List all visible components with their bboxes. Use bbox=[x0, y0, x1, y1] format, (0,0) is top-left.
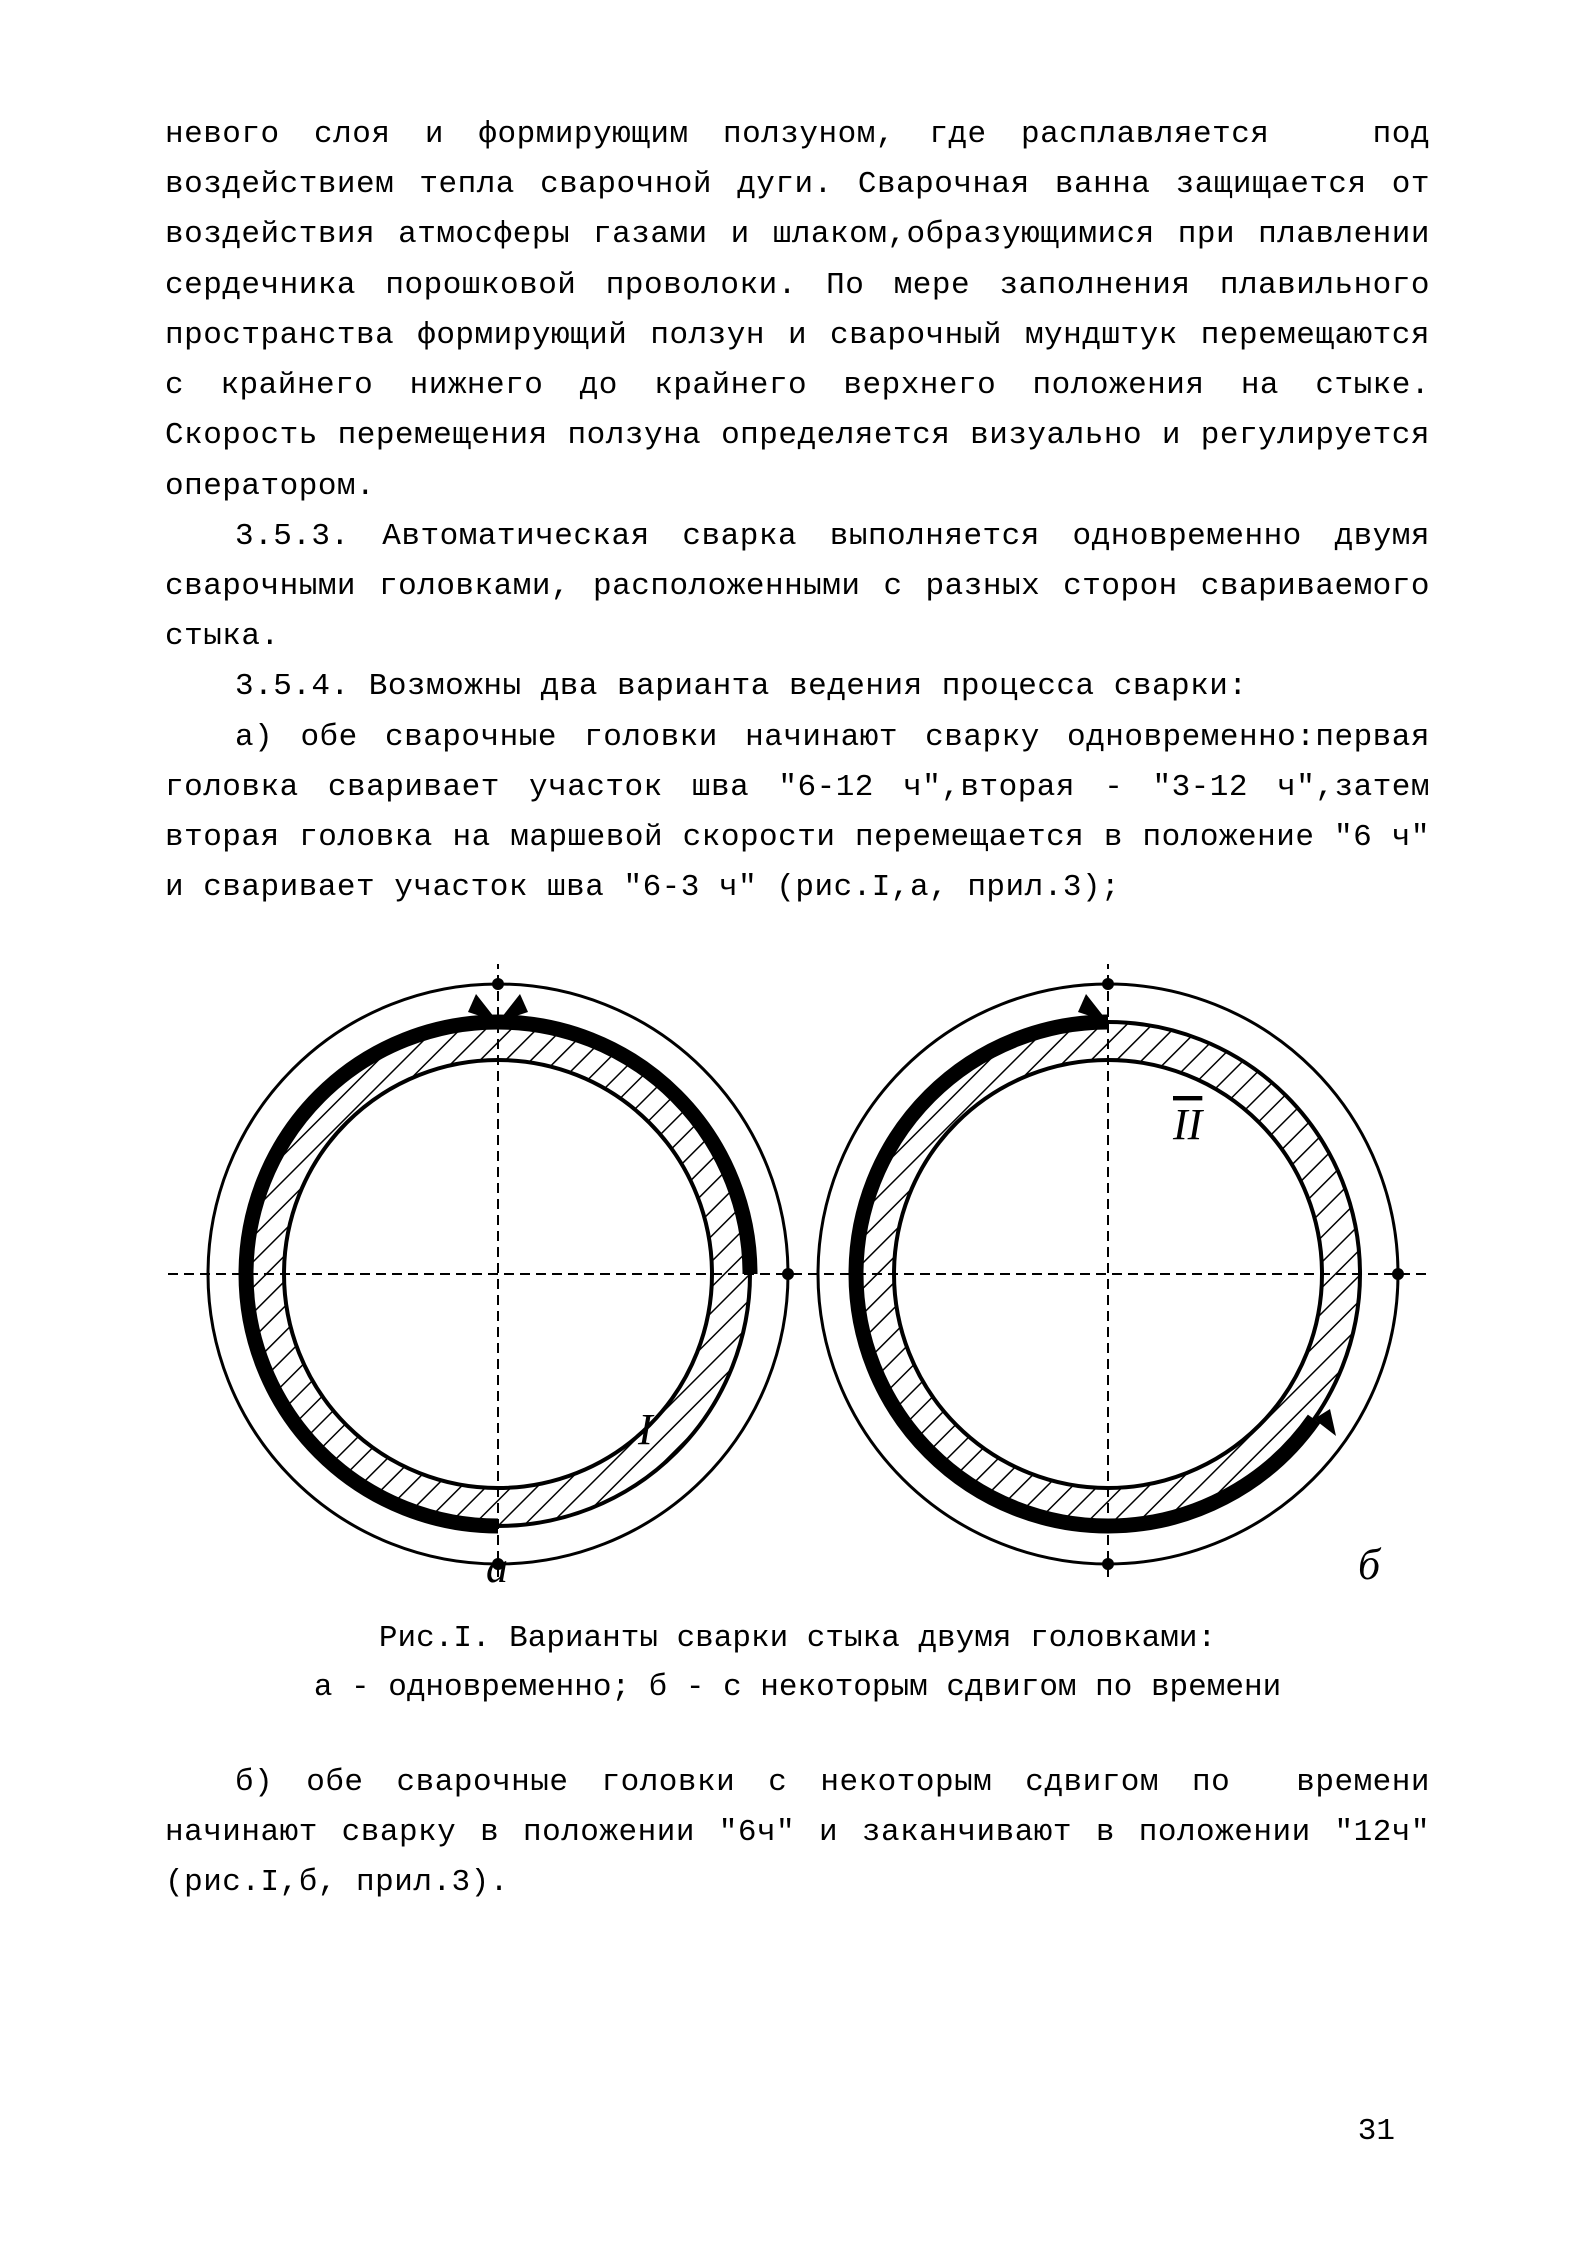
circle-a: I а bbox=[208, 964, 794, 1584]
paragraph-1: невого слоя и формирующим ползуном, где … bbox=[165, 110, 1430, 512]
paragraph-3: 3.5.4. Возможны два варианта ведения про… bbox=[165, 662, 1430, 712]
paragraph-2: 3.5.3. Автоматическая сварка выполняется… bbox=[165, 512, 1430, 663]
page-number: 31 bbox=[1358, 2114, 1395, 2149]
paragraph-5: б) обе сварочные головки с некоторым сдв… bbox=[165, 1758, 1430, 1909]
label-II: II bbox=[1172, 1100, 1205, 1149]
figure-container: I а bbox=[165, 964, 1430, 1584]
figure-caption: Рис.I. Варианты сварки стыка двумя голов… bbox=[165, 1614, 1430, 1713]
paragraph-4: а) обе сварочные головки начинают сварку… bbox=[165, 713, 1430, 914]
welding-diagram: I а bbox=[168, 964, 1428, 1584]
caption-line-2: а - одновременно; б - с некоторым сдвиго… bbox=[314, 1670, 1281, 1705]
circle-b: II б bbox=[818, 964, 1404, 1584]
caption-line-1: Рис.I. Варианты сварки стыка двумя голов… bbox=[379, 1621, 1216, 1656]
label-b: б bbox=[1358, 1540, 1382, 1584]
label-I: I bbox=[637, 1405, 655, 1454]
document-page: невого слоя и формирующим ползуном, где … bbox=[0, 0, 1595, 2244]
label-a: а bbox=[486, 1543, 508, 1584]
